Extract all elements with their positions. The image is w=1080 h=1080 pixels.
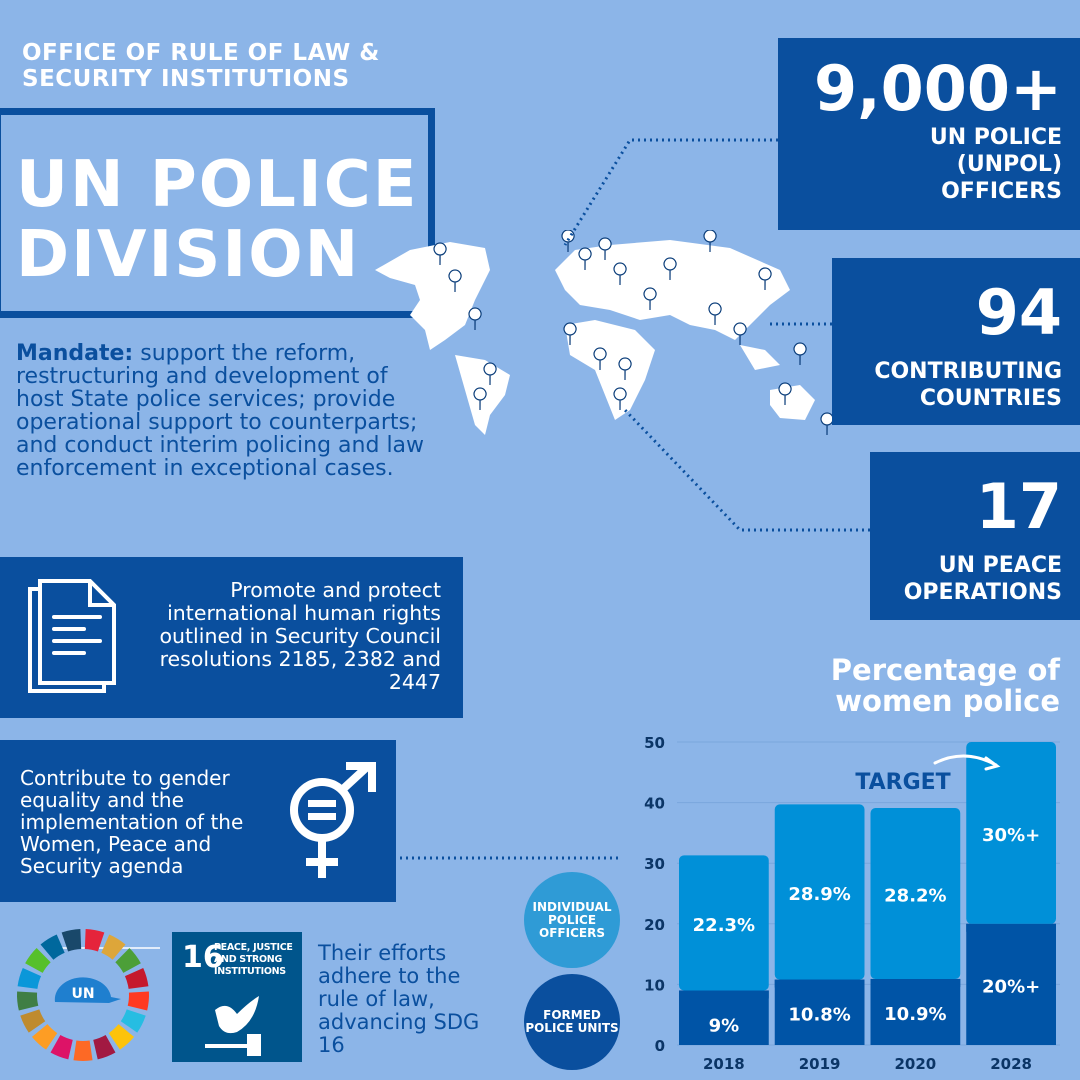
sdg-wheel-segment bbox=[40, 934, 65, 960]
y-tick-label: 50 bbox=[644, 734, 665, 752]
data-label: 10.9% bbox=[884, 1004, 946, 1025]
bar-segment bbox=[966, 742, 1056, 924]
stat-countries: 94 CONTRIBUTING COUNTRIES bbox=[832, 258, 1080, 425]
document-icon bbox=[28, 579, 116, 693]
target-annotation: TARGET bbox=[855, 770, 950, 795]
sdg-wheel-segment bbox=[84, 929, 105, 952]
data-label: 22.3% bbox=[693, 915, 755, 936]
un-helmet-icon bbox=[54, 977, 121, 1003]
sdg-goal-number: 16 bbox=[182, 940, 224, 975]
page-title: UN POLICE DIVISION bbox=[16, 148, 419, 292]
sdg-wheel-segment bbox=[17, 991, 39, 1011]
y-tick-label: 40 bbox=[644, 795, 665, 813]
legend-formed-units: FORMED POLICE UNITS bbox=[524, 974, 620, 1070]
sdg-wheel-segment bbox=[115, 948, 141, 973]
bar-segment bbox=[870, 978, 961, 1045]
women-police-chart: 0 10 20 30 40 50 9% 22.3% 2018 10.8% 28.9% 2019 10.9… bbox=[644, 734, 1060, 1073]
y-tick-label: 20 bbox=[644, 916, 665, 934]
y-tick-label: 10 bbox=[644, 976, 665, 994]
mandate-text: Mandate: support the reform, restructuri… bbox=[16, 341, 425, 481]
bar-segment bbox=[679, 990, 769, 1045]
sdg-wheel-segment bbox=[61, 929, 82, 952]
human-rights-text: Promote and protect international human … bbox=[159, 578, 441, 694]
sdg-wheel-segment bbox=[73, 1040, 93, 1061]
sdg-wheel-segment bbox=[127, 991, 149, 1011]
arrow-icon bbox=[933, 754, 1001, 771]
sdg-wheel-segment bbox=[124, 967, 149, 989]
bar-segment bbox=[966, 923, 1056, 1045]
bar-segment-cap bbox=[679, 990, 769, 999]
bar-segment-cap bbox=[870, 978, 961, 987]
stat-operations: 17 UN PEACE OPERATIONS bbox=[870, 452, 1080, 620]
stat-officers: 9,000+ UN POLICE (UNPOL) OFFICERS bbox=[778, 38, 1080, 230]
dove-gavel-icon bbox=[205, 996, 261, 1056]
office-title: OFFICE OF RULE OF LAW & SECURITY INSTITUT… bbox=[22, 40, 380, 92]
x-tick-label: 2018 bbox=[703, 1055, 745, 1073]
sdg-wheel-segment bbox=[17, 967, 42, 989]
data-label: 9% bbox=[709, 1016, 740, 1037]
gender-equality-icon bbox=[290, 762, 376, 878]
data-label: 28.2% bbox=[884, 886, 946, 907]
bar-segment bbox=[774, 979, 865, 1045]
title-frame bbox=[0, 108, 435, 318]
sdg-wheel-segment bbox=[108, 1024, 135, 1050]
bar-segment bbox=[870, 808, 961, 979]
y-tick-label: 30 bbox=[644, 855, 665, 873]
sdg-wheel-segment bbox=[101, 934, 126, 960]
stat-label: UN POLICE (UNPOL) OFFICERS bbox=[929, 125, 1062, 204]
legend-individual-officers: INDIVIDUAL POLICE OFFICERS bbox=[524, 872, 620, 968]
sdg16-badge: 16 PEACE, JUSTICE AND STRONG INSTITUTIONS bbox=[172, 932, 302, 1062]
sdg-text: Their efforts adhere to the rule of law,… bbox=[318, 941, 480, 1057]
stat-number: 9,000+ bbox=[813, 52, 1062, 125]
sdg-wheel-segment bbox=[31, 1024, 58, 1050]
stat-label: CONTRIBUTING COUNTRIES bbox=[874, 359, 1062, 411]
sdg-wheel-segment bbox=[25, 948, 51, 973]
sdg-wheel-segment bbox=[50, 1035, 73, 1060]
x-tick-label: 2020 bbox=[895, 1055, 937, 1073]
stat-number: 17 bbox=[975, 470, 1062, 543]
sdg-wheel-segment bbox=[120, 1009, 146, 1033]
bar-segment-cap bbox=[774, 979, 865, 988]
gender-equality-box: Contribute to gender equality and the im… bbox=[0, 740, 396, 902]
world-map bbox=[375, 230, 834, 436]
x-tick-label: 2019 bbox=[799, 1055, 841, 1073]
bar-segment-cap bbox=[966, 923, 1056, 932]
data-label: 20%+ bbox=[982, 976, 1040, 997]
data-label: 10.8% bbox=[788, 1004, 850, 1025]
bar-segment bbox=[774, 804, 865, 980]
data-label: 28.9% bbox=[788, 884, 850, 905]
sdg-wheel-logo: UN bbox=[17, 929, 149, 1061]
stat-label: UN PEACE OPERATIONS bbox=[903, 553, 1062, 605]
data-label: 30%+ bbox=[982, 825, 1040, 846]
human-rights-box: Promote and protect international human … bbox=[0, 557, 463, 718]
sdg-wheel-segment bbox=[20, 1009, 46, 1033]
svg-text:UN: UN bbox=[71, 986, 94, 1002]
chart-title: Percentage of women police bbox=[830, 653, 1060, 718]
gender-equality-text: Contribute to gender equality and the im… bbox=[20, 766, 244, 878]
sdg-wheel-segment bbox=[93, 1035, 116, 1060]
sdg-goal-name: PEACE, JUSTICE AND STRONG INSTITUTIONS bbox=[214, 942, 293, 977]
bar-segment bbox=[679, 855, 769, 991]
stat-number: 94 bbox=[975, 276, 1062, 349]
x-tick-label: 2028 bbox=[990, 1055, 1032, 1073]
y-tick-label: 0 bbox=[655, 1037, 665, 1055]
